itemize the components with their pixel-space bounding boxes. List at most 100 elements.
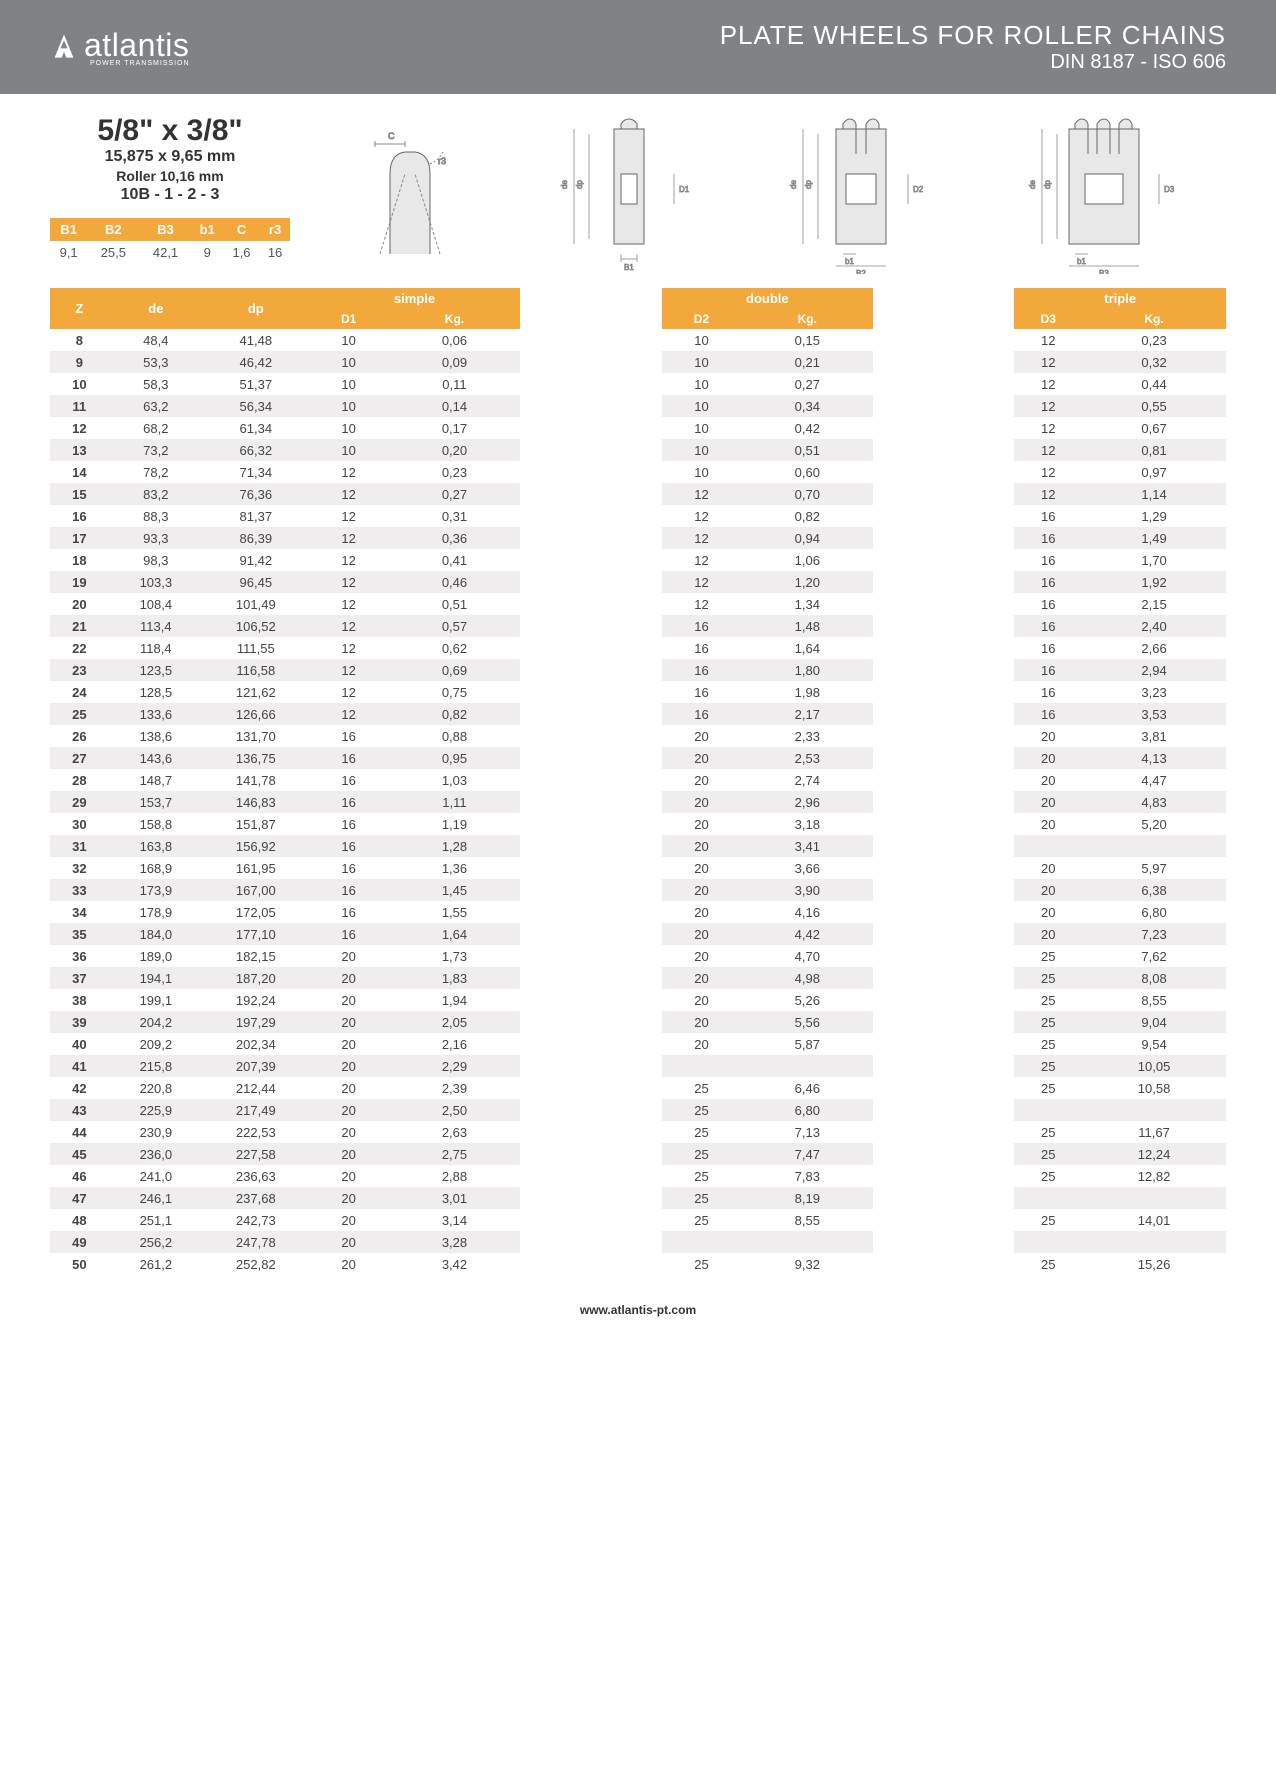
dim-value: 9,1 — [50, 241, 87, 264]
table-cell: 2,39 — [389, 1077, 521, 1099]
table-cell — [520, 571, 661, 593]
table-cell — [520, 989, 661, 1011]
table-cell: 2,53 — [741, 747, 873, 769]
table-cell — [520, 1187, 661, 1209]
table-cell: 184,0 — [109, 923, 203, 945]
table-cell: 20 — [662, 1011, 742, 1033]
table-cell: 0,94 — [741, 527, 873, 549]
table-cell: 108,4 — [109, 593, 203, 615]
table-cell: 1,20 — [741, 571, 873, 593]
table-cell: 0,75 — [389, 681, 521, 703]
table-cell: 68,2 — [109, 417, 203, 439]
table-cell — [873, 747, 1014, 769]
table-cell: 0,57 — [389, 615, 521, 637]
table-cell — [873, 791, 1014, 813]
table-cell: 212,44 — [203, 1077, 309, 1099]
table-cell — [520, 1253, 661, 1275]
table-cell: 5,26 — [741, 989, 873, 1011]
table-cell: 61,34 — [203, 417, 309, 439]
table-cell: 21 — [50, 615, 109, 637]
table-cell: 25 — [662, 1143, 742, 1165]
table-cell: 2,74 — [741, 769, 873, 791]
table-cell: 5,56 — [741, 1011, 873, 1033]
table-row: 848,441,48100,06100,15120,23 — [50, 329, 1226, 351]
table-cell — [520, 835, 661, 857]
table-cell: 16 — [309, 835, 389, 857]
table-cell: 12 — [309, 571, 389, 593]
table-cell: 10 — [662, 395, 742, 417]
table-cell: 46 — [50, 1165, 109, 1187]
table-cell: 12 — [309, 681, 389, 703]
table-cell: 0,27 — [741, 373, 873, 395]
table-cell — [873, 461, 1014, 483]
table-cell: 0,69 — [389, 659, 521, 681]
table-cell: 86,39 — [203, 527, 309, 549]
table-cell: 43 — [50, 1099, 109, 1121]
table-cell — [520, 1143, 661, 1165]
table-cell — [873, 857, 1014, 879]
table-cell: 16 — [309, 813, 389, 835]
table-cell: 126,66 — [203, 703, 309, 725]
table-cell — [873, 967, 1014, 989]
table-cell — [1014, 1187, 1082, 1209]
table-row: 47246,1237,68203,01258,19 — [50, 1187, 1226, 1209]
table-cell: 16 — [1014, 637, 1082, 659]
table-cell: 20 — [1014, 791, 1082, 813]
svg-text:B2: B2 — [856, 269, 866, 274]
dimensions-table: B1B2B3b1Cr3 9,125,542,191,616 — [50, 218, 290, 264]
table-cell: 2,15 — [1082, 593, 1226, 615]
table-cell: 1,11 — [389, 791, 521, 813]
table-cell — [520, 373, 661, 395]
table-cell: 16 — [1014, 505, 1082, 527]
table-cell — [520, 945, 661, 967]
table-cell — [873, 483, 1014, 505]
table-cell: 161,95 — [203, 857, 309, 879]
table-cell: 8,19 — [741, 1187, 873, 1209]
table-cell: 20 — [1014, 769, 1082, 791]
table-cell: 12 — [662, 483, 742, 505]
dim-header: C — [223, 218, 260, 241]
table-cell: 3,01 — [389, 1187, 521, 1209]
table-cell: 131,70 — [203, 725, 309, 747]
table-cell: 25 — [1014, 967, 1082, 989]
table-cell: 106,52 — [203, 615, 309, 637]
table-cell: 16 — [309, 857, 389, 879]
table-cell: 18 — [50, 549, 109, 571]
table-cell — [873, 681, 1014, 703]
table-cell: 2,88 — [389, 1165, 521, 1187]
table-cell — [520, 1231, 661, 1253]
table-cell: 12 — [309, 483, 389, 505]
table-cell: 220,8 — [109, 1077, 203, 1099]
table-row: 37194,1187,20201,83204,98258,08 — [50, 967, 1226, 989]
table-cell: 9,54 — [1082, 1033, 1226, 1055]
svg-text:de: de — [789, 180, 798, 189]
logo-subtitle: POWER TRANSMISSION — [90, 60, 190, 67]
table-cell — [1082, 1099, 1226, 1121]
svg-text:D3: D3 — [1164, 185, 1175, 194]
table-cell: 76,36 — [203, 483, 309, 505]
table-cell: 256,2 — [109, 1231, 203, 1253]
table-cell: 12 — [662, 505, 742, 527]
table-cell: 20 — [662, 901, 742, 923]
table-cell — [520, 791, 661, 813]
table-cell: 20 — [309, 1165, 389, 1187]
table-cell: 187,20 — [203, 967, 309, 989]
table-cell — [873, 1143, 1014, 1165]
table-row: 30158,8151,87161,19203,18205,20 — [50, 813, 1226, 835]
table-row: 35184,0177,10161,64204,42207,23 — [50, 923, 1226, 945]
table-cell: 16 — [1014, 549, 1082, 571]
group-simple: simple — [309, 288, 521, 309]
table-cell — [520, 901, 661, 923]
table-row: 1688,381,37120,31120,82161,29 — [50, 505, 1226, 527]
table-cell: 11 — [50, 395, 109, 417]
gap — [520, 288, 661, 329]
table-row: 50261,2252,82203,42259,322515,26 — [50, 1253, 1226, 1275]
table-cell: 217,49 — [203, 1099, 309, 1121]
table-cell: 71,34 — [203, 461, 309, 483]
table-cell: 1,48 — [741, 615, 873, 637]
table-cell: 2,40 — [1082, 615, 1226, 637]
table-cell: 9,32 — [741, 1253, 873, 1275]
table-cell — [741, 1231, 873, 1253]
col-z: Z — [50, 288, 109, 329]
table-cell: 25 — [662, 1099, 742, 1121]
